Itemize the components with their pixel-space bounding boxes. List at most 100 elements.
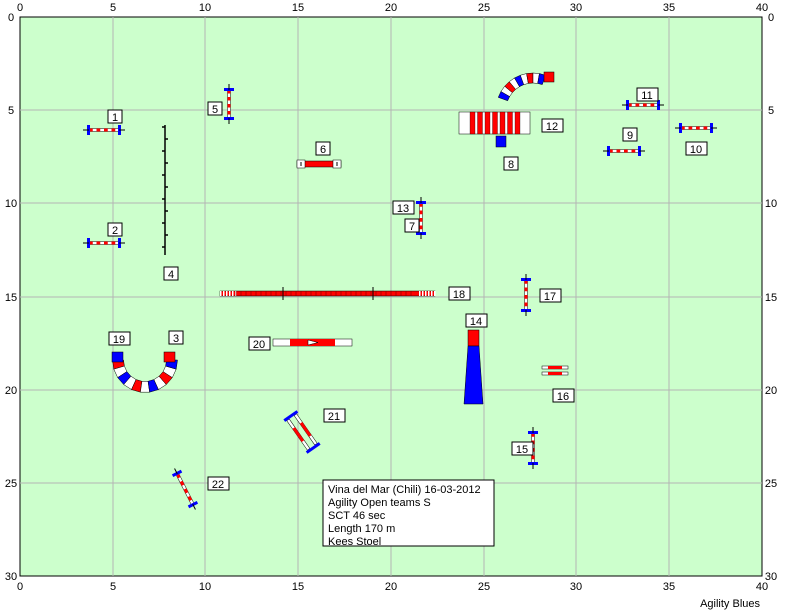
y-tick-label: 0 — [8, 12, 14, 24]
label-5: 5 — [207, 101, 223, 116]
hurdle-stripe — [524, 295, 528, 299]
label-4-text: 4 — [168, 269, 174, 281]
hurdle-stripe — [681, 126, 685, 130]
hurdle-stripe — [419, 210, 423, 215]
number-labels: 1 2 3 4 5 6 7 8 9 10 11 12 13 14 15 16 1… — [107, 87, 708, 491]
course-info-box: Vina del Mar (Chili) 16-03-2012 Agility … — [322, 479, 495, 548]
y-tick-label: 25 — [5, 478, 17, 490]
hurdle-stripe — [688, 126, 693, 130]
tunnel-ring — [492, 111, 498, 135]
y-axis-left: 0 5 10 15 20 25 30 — [5, 12, 17, 583]
hurdle-stripe — [419, 225, 423, 230]
hurdle-stripe — [631, 149, 636, 153]
label-1: 1 — [107, 109, 123, 124]
hurdle-stripe — [628, 103, 632, 107]
hurdle-stripe — [419, 218, 423, 222]
hurdle-stripe — [89, 128, 93, 132]
tunnel-end — [111, 351, 124, 363]
info-sct: SCT 46 sec — [328, 510, 386, 522]
y-tick-label: 10 — [5, 198, 17, 210]
label-19: 19 — [108, 331, 131, 346]
label-9: 9 — [622, 127, 638, 142]
x-tick-label: 20 — [385, 2, 397, 14]
label-7-text: 7 — [409, 221, 415, 233]
x-tick-label: 10 — [199, 581, 211, 593]
x-tick-label: 20 — [385, 581, 397, 593]
tunnel-end — [163, 351, 176, 363]
y-tick-label: 5 — [768, 105, 774, 117]
obstacle-18-dogwalk — [219, 287, 436, 300]
label-9-text: 9 — [627, 130, 633, 142]
label-22-text: 22 — [212, 479, 224, 491]
tunnel-ring — [477, 111, 483, 135]
direction-arrow — [307, 339, 319, 346]
hurdle-stripe — [227, 111, 231, 115]
obstacle-5-hurdle — [224, 84, 234, 124]
hurdle-stripe — [703, 126, 708, 130]
y-tick-label: 20 — [5, 385, 17, 397]
label-16-text: 16 — [557, 391, 569, 403]
wing-post — [305, 442, 321, 454]
obstacle-16-hurdle — [541, 365, 569, 376]
label-7: 7 — [404, 218, 420, 233]
label-14-text: 14 — [470, 316, 482, 328]
hurdle-stripe — [111, 128, 116, 132]
tunnel-ring — [484, 111, 491, 135]
x-tick-label: 35 — [663, 581, 675, 593]
tunnel-ring — [469, 111, 476, 135]
x-tick-label: 40 — [756, 581, 768, 593]
label-22: 22 — [207, 476, 230, 491]
hurdle-stripe — [524, 287, 528, 292]
contact-zone — [467, 329, 480, 347]
hurdle-stripe — [531, 455, 535, 460]
y-tick-label: 10 — [765, 198, 777, 210]
label-17-text: 17 — [544, 291, 556, 303]
label-8: 8 — [503, 156, 519, 171]
obstacle-6-hurdle — [296, 159, 342, 169]
label-3: 3 — [168, 330, 184, 345]
y-tick-label: 20 — [765, 385, 777, 397]
label-5-text: 5 — [212, 104, 218, 116]
contact-stripe — [220, 291, 222, 296]
x-tick-label: 0 — [17, 581, 23, 593]
tunnel-segment — [537, 73, 546, 85]
hurdle-stripe — [183, 488, 189, 494]
x-tick-label: 0 — [17, 2, 23, 14]
label-10-text: 10 — [690, 144, 702, 156]
hurdle-stripe — [89, 241, 93, 245]
walk-plank — [219, 290, 436, 297]
label-6-text: 6 — [320, 144, 326, 156]
info-length: Length 170 m — [328, 523, 395, 535]
contact-stripe — [434, 291, 436, 296]
obstacle-20-hurdle — [272, 338, 353, 347]
label-20: 20 — [248, 336, 271, 351]
hurdle-stripe — [635, 103, 640, 107]
contact-stripe — [422, 291, 424, 296]
obstacle-15-hurdle — [528, 427, 538, 469]
label-2-text: 2 — [112, 225, 118, 237]
hurdle-stripe — [624, 149, 628, 153]
contact-stripe — [428, 291, 430, 296]
bar-stripe — [292, 427, 305, 442]
obstacle-12-tunnel — [458, 111, 531, 148]
label-21: 21 — [323, 408, 346, 423]
label-21-text: 21 — [328, 411, 340, 423]
hurdle-stripe — [187, 495, 193, 502]
contact-stripe — [419, 291, 421, 296]
hurdle-stripe — [179, 480, 185, 486]
tunnel-ring — [499, 111, 506, 135]
tunnel-end — [543, 71, 555, 83]
label-3-text: 3 — [173, 333, 179, 345]
label-11-text: 11 — [641, 90, 652, 102]
label-20-text: 20 — [253, 339, 265, 351]
obstacle-8-tunnel — [497, 72, 546, 102]
hurdle-stripe — [104, 241, 108, 245]
info-class: Agility Open teams S — [328, 497, 431, 509]
obstacle-9-hurdle — [603, 146, 645, 156]
y-tick-label: 30 — [5, 571, 17, 583]
x-tick-label: 30 — [570, 2, 582, 14]
contact-stripe — [431, 291, 433, 296]
obstacle-14-aframe — [463, 329, 484, 405]
